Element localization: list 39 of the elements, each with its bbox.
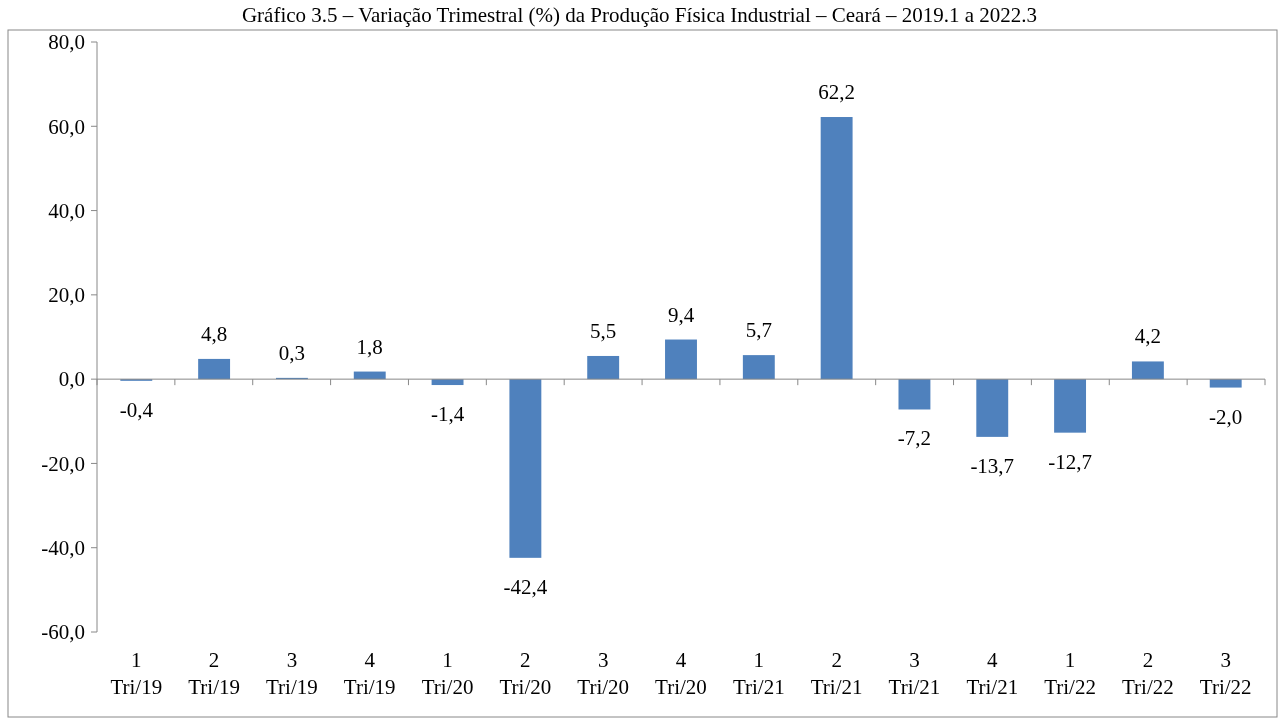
x-tick-label: 3 Tri/22 — [1199, 648, 1252, 699]
y-tick-label: 20,0 — [48, 283, 85, 308]
x-tick-label: 1 Tri/21 — [732, 648, 785, 699]
data-label: 4,2 — [1134, 324, 1162, 349]
data-label: -1,4 — [430, 402, 465, 427]
data-label: -2,0 — [1209, 404, 1243, 429]
data-label: 62,2 — [818, 80, 855, 105]
y-tick-label: -20,0 — [41, 451, 85, 476]
x-tick-label: 2 Tri/21 — [810, 648, 863, 699]
y-tick-label: 40,0 — [48, 198, 85, 223]
x-tick-label: 2 Tri/20 — [499, 648, 552, 699]
chart-title: Gráfico 3.5 – Variação Trimestral (%) da Produção Física Industrial – Ceará – 2019.1 a 2022.3 — [241, 3, 1038, 27]
data-label: 0,3 — [278, 340, 306, 365]
y-tick-label: 0,0 — [58, 367, 85, 392]
data-label: -12,7 — [1048, 449, 1092, 474]
x-tick-label: 4 Tri/21 — [966, 648, 1019, 699]
x-tick-label: 4 Tri/20 — [655, 648, 707, 699]
x-tick-label: 2 Tri/19 — [188, 648, 240, 699]
data-label: 1,8 — [356, 334, 383, 359]
y-tick-label: 60,0 — [48, 114, 85, 139]
y-tick-label: 80,0 — [48, 30, 85, 55]
data-label: 4,8 — [200, 321, 228, 346]
data-label: -7,2 — [897, 426, 932, 451]
x-tick-label: 1 Tri/19 — [110, 648, 163, 699]
data-label: -42,4 — [503, 574, 548, 599]
y-tick-label: -40,0 — [41, 536, 85, 561]
x-tick-label: 2 Tri/22 — [1122, 648, 1174, 699]
data-label: 5,7 — [745, 318, 772, 343]
x-tick-label: 4 Tri/19 — [343, 648, 396, 699]
data-label: 5,5 — [590, 318, 617, 343]
data-label: 9,4 — [667, 302, 695, 327]
data-label: -13,7 — [970, 453, 1015, 478]
x-tick-label: 3 Tri/20 — [577, 648, 630, 699]
x-tick-label: 3 Tri/19 — [266, 648, 318, 699]
x-tick-label: 1 Tri/22 — [1044, 648, 1096, 699]
x-tick-label: 1 Tri/20 — [421, 648, 474, 699]
y-tick-label: -60,0 — [41, 620, 85, 645]
data-label: -0,4 — [119, 397, 154, 422]
x-tick-label: 3 Tri/21 — [888, 648, 941, 699]
